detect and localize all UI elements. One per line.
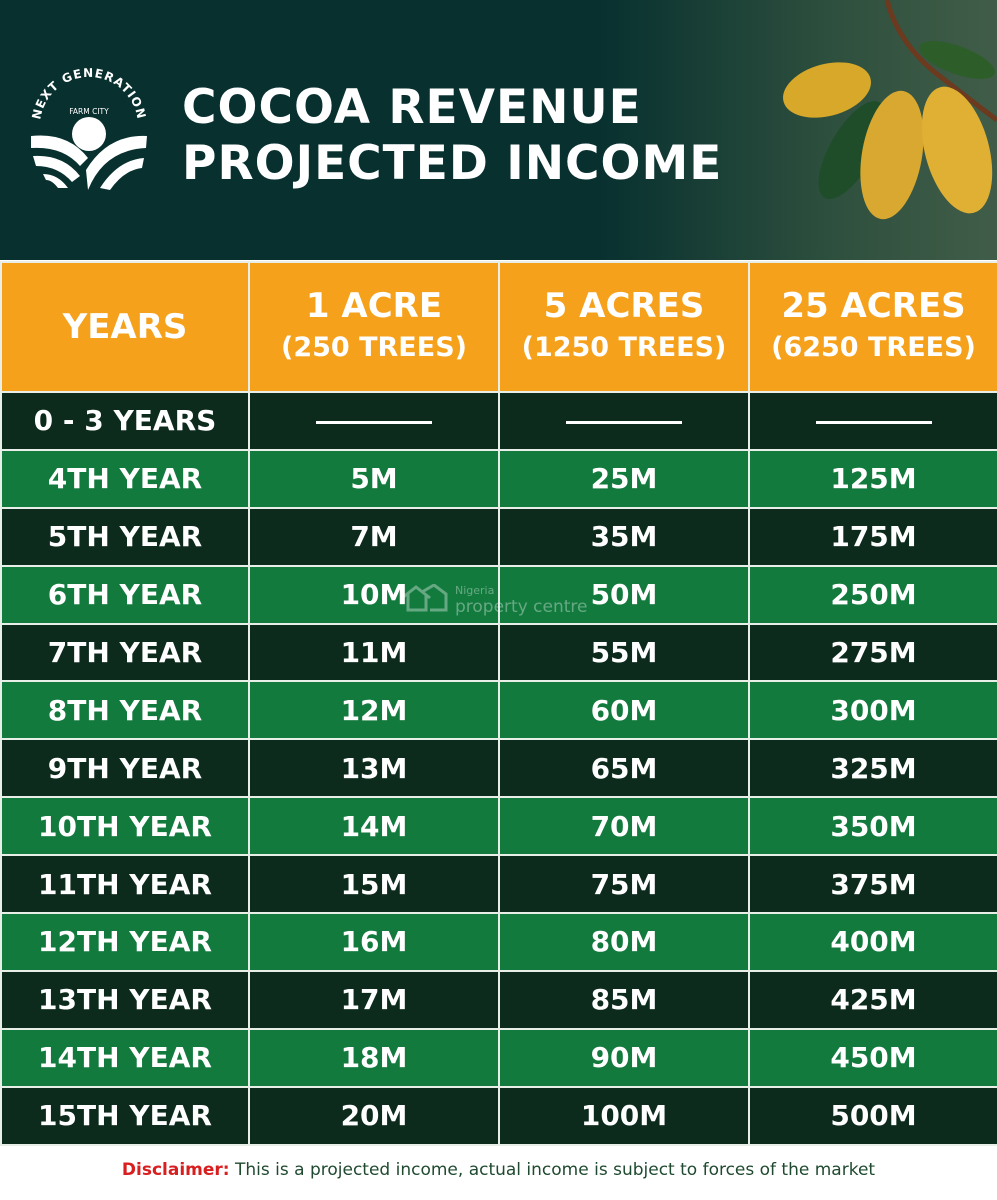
table-row: 9TH YEAR 13M 65M 325M — [0, 738, 997, 799]
income-cell: 55M — [498, 622, 750, 683]
column-sublabel: (1250 TREES) — [521, 332, 727, 363]
income-cell — [748, 391, 997, 451]
column-label: 1 ACRE — [305, 286, 443, 326]
year-cell: 8TH YEAR — [0, 680, 250, 741]
table-row: 5TH YEAR 7M 35M 175M — [0, 506, 997, 567]
table-row: 14TH YEAR 18M 90M 450M — [0, 1027, 997, 1088]
income-cell: 35M — [498, 506, 750, 567]
dash-placeholder — [566, 420, 682, 424]
income-cell: 15M — [248, 854, 500, 915]
table-row: 8TH YEAR 12M 60M 300M — [0, 680, 997, 741]
year-cell: 12TH YEAR — [0, 912, 250, 972]
year-cell: 5TH YEAR — [0, 506, 250, 567]
table-row: 13TH YEAR 17M 85M 425M — [0, 969, 997, 1030]
column-sublabel: (250 TREES) — [281, 332, 467, 363]
column-label: 5 ACRES — [543, 286, 705, 326]
income-cell: 375M — [748, 854, 997, 915]
disclaimer: Disclaimer: This is a projected income, … — [0, 1160, 997, 1180]
income-cell: 18M — [248, 1027, 500, 1088]
income-cell: 275M — [748, 622, 997, 683]
table-row: 6TH YEAR 10M 50M 250M — [0, 564, 997, 625]
revenue-table: YEARS 1 ACRE (250 TREES) 5 ACRES (1250 TRE… — [0, 261, 997, 1146]
income-cell: 50M — [498, 564, 750, 625]
income-cell: 11M — [248, 622, 500, 683]
income-cell: 350M — [748, 796, 997, 857]
income-cell: 20M — [248, 1085, 500, 1146]
income-cell: 16M — [248, 912, 500, 972]
income-cell: 10M — [248, 564, 500, 625]
column-sublabel: (6250 TREES) — [771, 332, 976, 363]
year-cell: 11TH YEAR — [0, 854, 250, 915]
table-row: 4TH YEAR 5M 25M 125M — [0, 448, 997, 509]
year-cell: 13TH YEAR — [0, 969, 250, 1030]
house-icon — [401, 584, 448, 612]
year-cell: 6TH YEAR — [0, 564, 250, 625]
income-cell: 65M — [498, 738, 750, 799]
page-title: COCOA REVENUE PROJECTED INCOME — [182, 80, 722, 192]
dash-placeholder — [815, 420, 932, 424]
year-cell: 7TH YEAR — [0, 622, 250, 683]
income-cell: 25M — [498, 448, 750, 509]
income-cell: 80M — [498, 912, 750, 972]
income-cell: 300M — [748, 680, 997, 741]
income-cell: 17M — [248, 969, 500, 1030]
income-cell: 250M — [748, 564, 997, 625]
column-label: 25 ACRES — [781, 286, 966, 326]
svg-text:FARM CITY: FARM CITY — [69, 107, 109, 116]
income-cell: 70M — [498, 796, 750, 857]
income-cell: 450M — [748, 1027, 997, 1088]
column-header-5-acres: 5 ACRES (1250 TREES) — [498, 261, 750, 393]
table-row: 7TH YEAR 11M 55M 275M — [0, 622, 997, 683]
watermark-line-1: Nigeria — [455, 584, 495, 597]
table-row: 11TH YEAR 15M 75M 375M — [0, 854, 997, 915]
income-cell: 12M — [248, 680, 500, 741]
year-cell: 4TH YEAR — [0, 448, 250, 509]
dash-placeholder — [316, 420, 432, 424]
disclaimer-label: Disclaimer: — [121, 1160, 230, 1180]
table-row: 12TH YEAR 16M 80M 400M — [0, 912, 997, 972]
year-cell: 14TH YEAR — [0, 1027, 250, 1088]
watermark-line-2: property centre — [455, 597, 588, 617]
income-cell: 425M — [748, 969, 997, 1030]
farm-city-logo: NEXT GENERATION FARM CITY — [29, 66, 148, 190]
column-header-1-acre: 1 ACRE (250 TREES) — [248, 261, 500, 393]
income-cell: 90M — [498, 1027, 750, 1088]
income-cell: 60M — [498, 680, 750, 741]
income-cell: 100M — [498, 1085, 750, 1146]
income-cell: 175M — [748, 506, 997, 567]
column-header-25-acres: 25 ACRES (6250 TREES) — [748, 261, 997, 393]
year-cell: 15TH YEAR — [0, 1085, 250, 1146]
income-cell: 14M — [248, 796, 500, 857]
title-line-1: COCOA REVENUE — [182, 80, 642, 135]
table-row: 0 - 3 YEARS — [0, 391, 997, 451]
cocoa-pods-image — [783, 0, 997, 220]
year-cell: 9TH YEAR — [0, 738, 250, 799]
column-label: YEARS — [62, 307, 188, 347]
income-cell — [248, 391, 500, 451]
income-cell — [498, 391, 750, 451]
watermark: Nigeria property centre — [400, 582, 588, 616]
income-cell: 500M — [748, 1085, 997, 1146]
income-cell: 7M — [248, 506, 500, 567]
income-cell: 13M — [248, 738, 500, 799]
column-header-years: YEARS — [0, 261, 250, 393]
table-row: 15TH YEAR 20M 100M 500M — [0, 1085, 997, 1146]
income-cell: 75M — [498, 854, 750, 915]
income-cell: 325M — [748, 738, 997, 799]
income-cell: 5M — [248, 448, 500, 509]
year-cell: 10TH YEAR — [0, 796, 250, 857]
income-cell: 85M — [498, 969, 750, 1030]
disclaimer-text: This is a projected income, actual incom… — [229, 1160, 876, 1180]
table-row: 10TH YEAR 14M 70M 350M — [0, 796, 997, 857]
income-cell: 125M — [748, 448, 997, 509]
income-cell: 400M — [748, 912, 997, 972]
header-banner: NEXT GENERATION FARM CITY COCOA REVENUE … — [0, 0, 997, 260]
year-cell: 0 - 3 YEARS — [0, 391, 250, 451]
title-line-2: PROJECTED INCOME — [182, 136, 723, 191]
table-header-row: YEARS 1 ACRE (250 TREES) 5 ACRES (1250 TRE… — [0, 261, 997, 393]
